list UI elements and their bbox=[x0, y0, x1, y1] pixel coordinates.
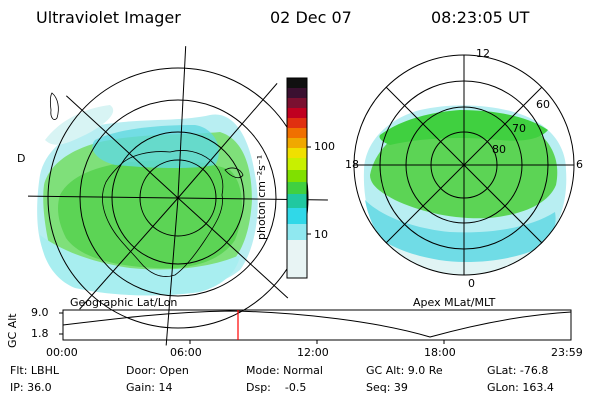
status-seq: Seq: 39 bbox=[366, 381, 408, 394]
alt-ytick-9: 9.0 bbox=[31, 306, 49, 319]
mlat-70-label: 70 bbox=[512, 122, 526, 135]
left-emission-image bbox=[37, 105, 258, 296]
alt-xtick-2359: 23:59 bbox=[551, 346, 583, 359]
alt-xtick-1800: 18:00 bbox=[424, 346, 456, 359]
colorbar-tick-100: 100 bbox=[314, 140, 335, 153]
colorbar-tick-10: 10 bbox=[314, 228, 328, 241]
status-ip: IP: 36.0 bbox=[10, 381, 52, 394]
mlt-18-label: 18 bbox=[345, 158, 359, 171]
mlt-0-label: 0 bbox=[468, 277, 475, 290]
alt-ylabel: GC Alt bbox=[6, 313, 19, 348]
left-panel-edge-tick: D bbox=[17, 152, 26, 165]
alt-xtick-1200: 12:00 bbox=[297, 346, 329, 359]
time-label: 08:23:05 UT bbox=[431, 8, 530, 27]
mlat-80-label: 80 bbox=[492, 143, 506, 156]
status-door: Door: Open bbox=[126, 364, 189, 377]
status-mode: Mode: Normal bbox=[246, 364, 323, 377]
mlt-12-label: 12 bbox=[476, 47, 490, 60]
altitude-plot bbox=[59, 309, 572, 344]
alt-xtick-0000: 00:00 bbox=[46, 346, 78, 359]
alt-xtick-0600: 06:00 bbox=[170, 346, 202, 359]
apex-caption: Apex MLat/MLT bbox=[413, 296, 496, 309]
geographic-panel bbox=[37, 105, 258, 296]
colorbar-label: photon cm⁻²s⁻¹ bbox=[255, 154, 268, 240]
status-gain: Gain: 14 bbox=[126, 381, 173, 394]
alt-ytick-1-8: 1.8 bbox=[31, 327, 49, 340]
geographic-grid bbox=[28, 46, 328, 346]
mlt-6-label: 6 bbox=[576, 158, 583, 171]
status-gcalt: GC Alt: 9.0 Re bbox=[366, 364, 443, 377]
instrument-title: Ultraviolet Imager bbox=[36, 8, 181, 27]
status-dsp: Dsp: -0.5 bbox=[246, 381, 307, 394]
apex-panel bbox=[353, 54, 575, 276]
status-glon: GLon: 163.4 bbox=[487, 381, 554, 394]
status-glat: GLat: -76.8 bbox=[487, 364, 549, 377]
date-label: 02 Dec 07 bbox=[270, 8, 352, 27]
colorbar bbox=[286, 77, 311, 279]
geographic-caption: Geographic Lat/Lon bbox=[70, 296, 178, 309]
mlat-60-label: 60 bbox=[536, 98, 550, 111]
status-flt: Flt: LBHL bbox=[10, 364, 59, 377]
